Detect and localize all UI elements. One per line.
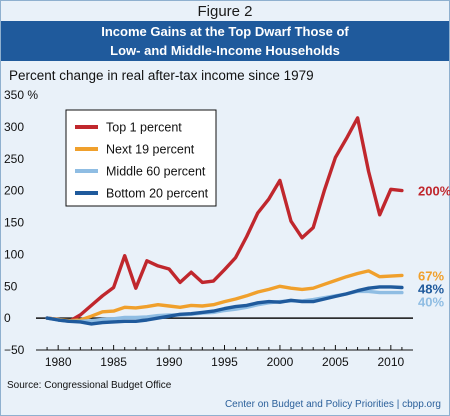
legend-label: Middle 60 percent bbox=[106, 165, 206, 179]
x-tick-label: 2010 bbox=[377, 355, 404, 369]
legend-label: Top 1 percent bbox=[106, 121, 182, 135]
y-tick-label: 300 bbox=[4, 120, 24, 134]
y-tick-label: 50 bbox=[4, 279, 18, 293]
y-tick-label: 100 bbox=[4, 247, 24, 261]
chart-title-line-2: Low- and Middle-Income Households bbox=[110, 43, 340, 58]
series-line-next-19-percent bbox=[45, 269, 404, 323]
series-end-label: 67% bbox=[418, 268, 444, 283]
legend-label: Bottom 20 percent bbox=[106, 187, 209, 201]
x-tick-label: 2005 bbox=[322, 355, 349, 369]
x-tick-label: 1990 bbox=[156, 355, 183, 369]
y-tick-label: 250 bbox=[4, 152, 24, 166]
series-line-top-1-percent bbox=[45, 116, 404, 323]
y-tick-label: −50 bbox=[4, 343, 25, 357]
chart-subtitle: Percent change in real after-tax income … bbox=[9, 68, 314, 83]
y-tick-label: 150 bbox=[4, 216, 24, 230]
y-tick-label: 200 bbox=[4, 184, 24, 198]
credit-link[interactable]: Center on Budget and Policy Priorities |… bbox=[224, 399, 441, 410]
x-tick-label: 1995 bbox=[211, 355, 238, 369]
series-end-label: 48% bbox=[418, 282, 444, 297]
series-line-bottom-20-percent bbox=[45, 285, 404, 326]
y-tick-label: 0 bbox=[4, 311, 11, 325]
y-tick-label: 350 % bbox=[4, 88, 38, 102]
series-end-label: 40% bbox=[418, 295, 444, 310]
legend-label: Next 19 percent bbox=[106, 143, 195, 157]
chart-title-line-1: Income Gains at the Top Dwarf Those of bbox=[101, 24, 349, 39]
x-tick-label: 1985 bbox=[100, 355, 127, 369]
source-note: Source: Congressional Budget Office bbox=[7, 380, 172, 391]
x-tick-label: 2000 bbox=[267, 355, 294, 369]
figure-label: Figure 2 bbox=[197, 3, 253, 20]
x-tick-label: 1980 bbox=[45, 355, 72, 369]
chart-title-bar: Income Gains at the Top Dwarf Those of L… bbox=[1, 21, 449, 61]
series-end-label: 200% bbox=[418, 184, 450, 199]
